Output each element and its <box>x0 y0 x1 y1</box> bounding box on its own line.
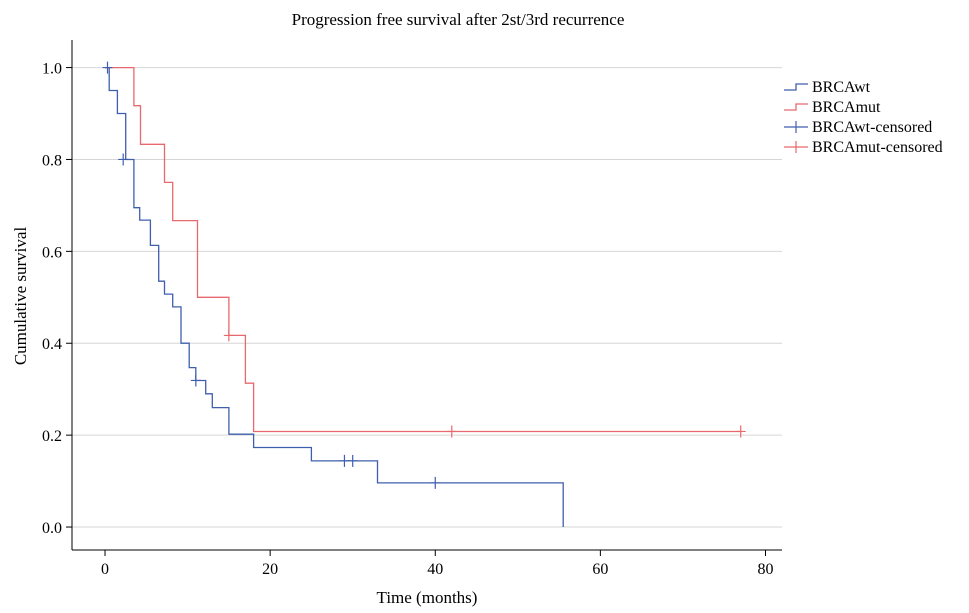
legend-label-brcamut-censored: BRCAmut-censored <box>812 139 943 156</box>
censor-markers <box>102 61 746 489</box>
y-tick-label-3: 0.6 <box>42 244 62 261</box>
censor-mark-brcawt-censored-1 <box>118 153 129 166</box>
legend-symbol-brcamut <box>784 103 808 111</box>
survival-curves <box>105 66 741 527</box>
x-axis-label: Time (months) <box>377 588 478 607</box>
legend-label-brcamut: BRCAmut <box>812 99 881 116</box>
x-tick-label-2: 40 <box>427 561 443 578</box>
y-tick-label-0: 0.0 <box>42 520 62 537</box>
censor-mark-brcamut-censored-1 <box>446 425 457 438</box>
legend-item-brcamut: BRCAmut <box>784 99 881 116</box>
y-tick-label-5: 1.0 <box>42 61 62 78</box>
censor-mark-brcawt-censored-5 <box>430 476 441 489</box>
legend-label-brcawt: BRCAwt <box>812 79 871 96</box>
legend-item-brcamut-censored: BRCAmut-censored <box>784 139 943 156</box>
series-line-brcamut <box>105 66 741 433</box>
legend-item-brcawt-censored: BRCAwt-censored <box>784 119 932 136</box>
x-tick-label-1: 20 <box>262 561 278 578</box>
series-line-brcawt <box>105 66 564 527</box>
chart-title: Progression free survival after 2st/3rd … <box>292 10 625 29</box>
censor-mark-brcamut-censored-2 <box>735 425 746 438</box>
legend-symbol-brcawt <box>784 83 808 91</box>
y-tick-label-4: 0.8 <box>42 152 62 169</box>
legend: BRCAwt BRCAmut BRCAwt-censored BRCAmut-cens… <box>784 79 943 156</box>
censor-mark-brcamut-censored-0 <box>223 329 234 342</box>
x-axis-ticks: 0 20 40 60 80 <box>101 550 773 578</box>
x-tick-label-0: 0 <box>101 561 109 578</box>
y-tick-label-2: 0.4 <box>42 336 62 353</box>
legend-symbol-brcawt-censored <box>784 121 808 133</box>
censor-mark-brcawt-censored-2 <box>190 374 201 387</box>
legend-item-brcawt: BRCAwt <box>784 79 871 96</box>
gridlines <box>72 67 782 528</box>
censor-mark-brcawt-censored-4 <box>347 454 358 467</box>
legend-label-brcawt-censored: BRCAwt-censored <box>812 119 932 136</box>
x-tick-label-3: 60 <box>592 561 608 578</box>
y-tick-label-1: 0.2 <box>42 428 62 445</box>
censor-mark-brcawt-censored-0 <box>102 61 113 74</box>
x-tick-label-4: 80 <box>757 561 773 578</box>
y-axis-label: Cumulative survival <box>11 227 30 366</box>
legend-symbol-brcamut-censored <box>784 141 808 153</box>
y-axis-ticks: 0.0 0.2 0.4 0.6 0.8 1.0 <box>42 61 72 537</box>
